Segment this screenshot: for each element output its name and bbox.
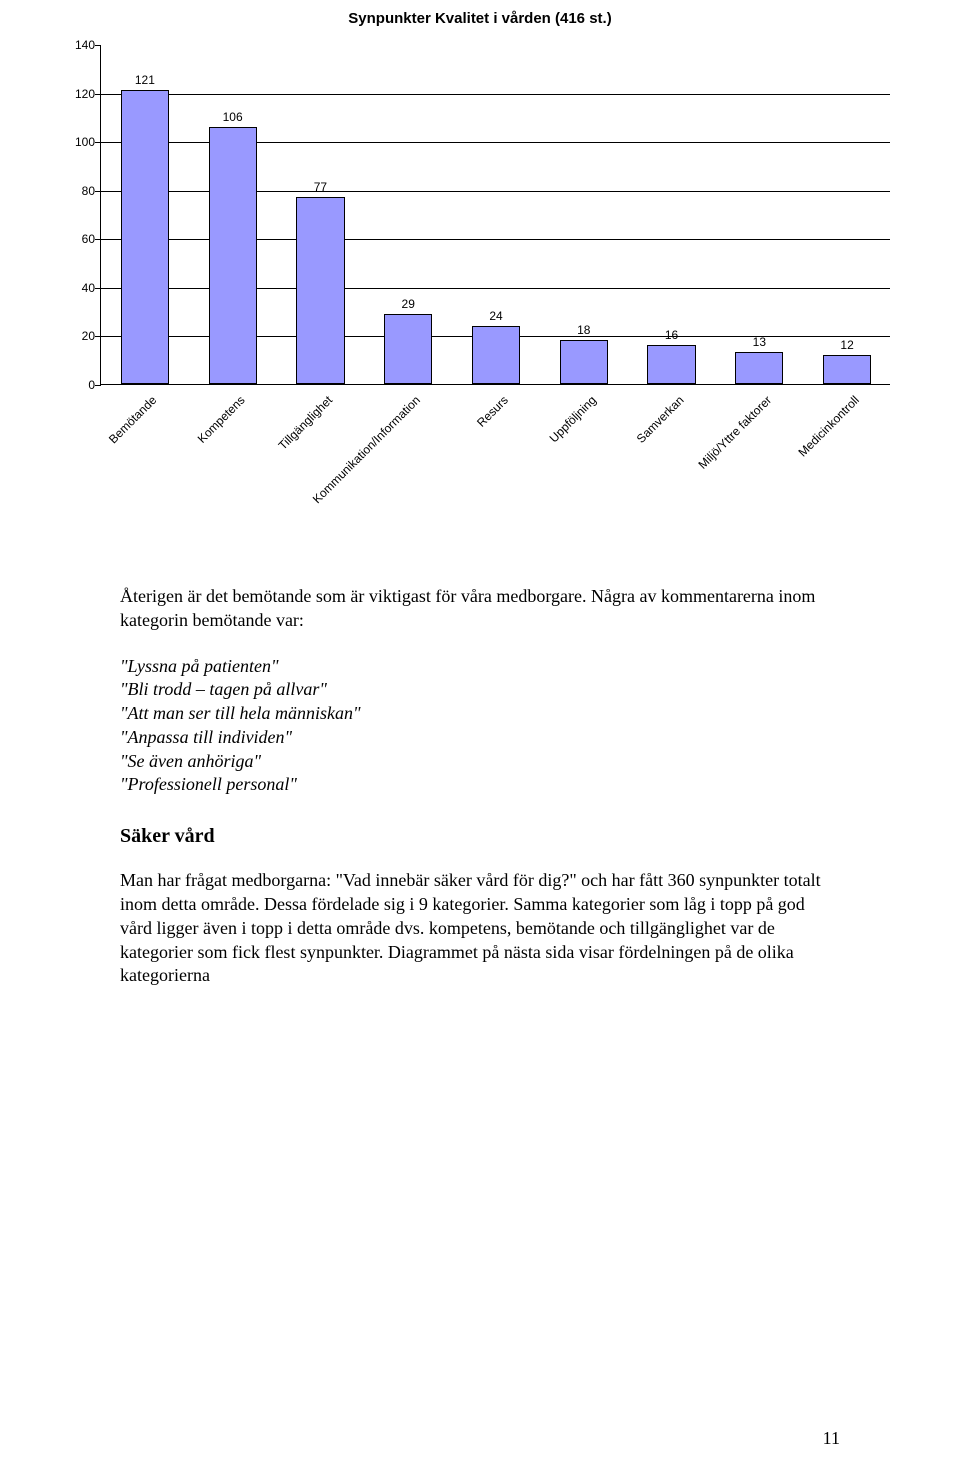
chart-plot-area: 02040608010012014012110677292418161312: [100, 45, 890, 385]
quote-line: "Se även anhöriga": [120, 750, 840, 774]
chart-ytick: [95, 45, 101, 46]
chart-ylabel: 120: [65, 87, 95, 101]
chart-ytick: [95, 142, 101, 143]
chart-ytick: [95, 336, 101, 337]
chart-ytick: [95, 94, 101, 95]
chart-ylabel: 40: [65, 281, 95, 295]
chart-bar-value: 16: [648, 328, 694, 342]
chart-bar: 16: [647, 345, 695, 384]
chart-bar: 106: [209, 127, 257, 384]
chart-bar-value: 106: [210, 110, 256, 124]
chart-ylabel: 140: [65, 38, 95, 52]
chart-ylabel: 20: [65, 329, 95, 343]
chart-xlabel: Medicinkontroll: [796, 393, 863, 460]
chart-bar: 13: [735, 352, 783, 384]
chart-xlabel: Miljö/Yttre faktorer: [695, 393, 774, 472]
chart-bar-value: 29: [385, 297, 431, 311]
chart-ylabel: 0: [65, 378, 95, 392]
chart-bar: 77: [296, 197, 344, 384]
quote-line: "Professionell personal": [120, 773, 840, 797]
quote-line: "Att man ser till hela människan": [120, 702, 840, 726]
chart-bar: 12: [823, 355, 871, 384]
chart-bar-value: 13: [736, 335, 782, 349]
chart-ytick: [95, 239, 101, 240]
chart-xlabel: Uppföljning: [546, 393, 598, 445]
chart-x-labels: BemötandeKompetensTillgänglighetKommunik…: [100, 385, 890, 495]
document-body: Återigen är det bemötande som är viktiga…: [120, 585, 840, 988]
chart-bar: 29: [384, 314, 432, 384]
chart-bar-value: 18: [561, 323, 607, 337]
chart-title: Synpunkter Kvalitet i vården (416 st.): [60, 10, 900, 27]
chart-xlabel: Bemötande: [106, 393, 159, 446]
chart-xlabel: Kompetens: [195, 393, 248, 446]
chart-ytick: [95, 288, 101, 289]
chart-bar: 121: [121, 90, 169, 384]
intro-paragraph: Återigen är det bemötande som är viktiga…: [120, 585, 840, 633]
chart-ylabel: 80: [65, 184, 95, 198]
chart-ylabel: 60: [65, 232, 95, 246]
quote-line: "Lyssna på patienten": [120, 655, 840, 679]
chart-ytick: [95, 191, 101, 192]
chart-bar: 24: [472, 326, 520, 384]
chart-xlabel: Samverkan: [634, 393, 687, 446]
chart-xlabel: Resurs: [474, 393, 511, 430]
chart-ylabel: 100: [65, 135, 95, 149]
body-paragraph: Man har frågat medborgarna: "Vad innebär…: [120, 869, 840, 988]
chart-gridline: [101, 94, 890, 95]
chart-bar-value: 24: [473, 309, 519, 323]
quote-line: "Anpassa till individen": [120, 726, 840, 750]
chart-bar-value: 121: [122, 73, 168, 87]
section-heading: Säker vård: [120, 823, 840, 849]
chart-bar: 18: [560, 340, 608, 384]
page-number: 11: [823, 1428, 840, 1449]
chart-xlabel: Tillgänglighet: [276, 393, 336, 453]
quote-list: "Lyssna på patienten""Bli trodd – tagen …: [120, 655, 840, 798]
chart-bar-value: 77: [297, 180, 343, 194]
chart-container: Synpunkter Kvalitet i vården (416 st.) 0…: [60, 0, 900, 495]
quote-line: "Bli trodd – tagen på allvar": [120, 678, 840, 702]
chart-bar-value: 12: [824, 338, 870, 352]
